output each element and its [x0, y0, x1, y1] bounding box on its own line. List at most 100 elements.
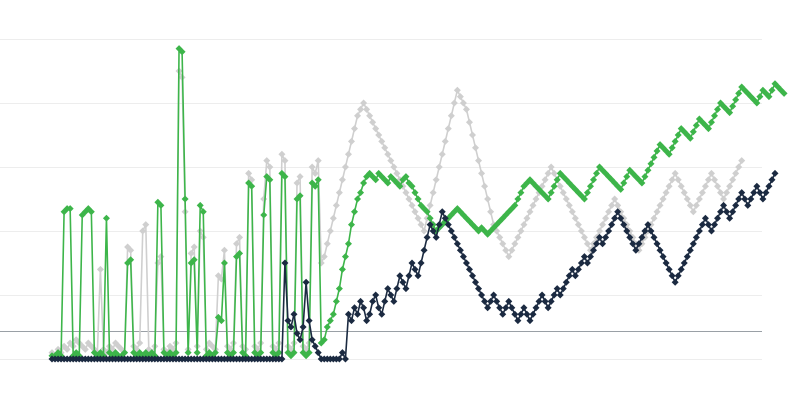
data-point-marker — [402, 173, 410, 181]
data-point-marker — [414, 195, 422, 203]
data-point-marker — [550, 182, 558, 190]
data-point-marker — [502, 246, 510, 254]
data-point-marker — [605, 227, 613, 235]
data-point-marker — [710, 176, 718, 184]
data-point-marker — [366, 310, 374, 318]
data-point-marker — [526, 208, 534, 216]
data-point-marker — [142, 221, 150, 229]
data-point-marker — [686, 246, 694, 254]
data-point-marker — [671, 169, 679, 177]
data-point-marker — [220, 259, 228, 267]
data-point-marker — [717, 208, 725, 216]
data-point-marker — [653, 240, 661, 248]
data-point-marker — [544, 169, 552, 177]
data-point-marker — [293, 179, 301, 187]
data-series-group — [48, 45, 788, 363]
data-point-marker — [695, 227, 703, 235]
data-point-marker — [311, 169, 319, 177]
data-point-marker — [562, 278, 570, 286]
data-point-marker — [659, 195, 667, 203]
data-point-marker — [735, 195, 743, 203]
data-point-marker — [735, 89, 743, 97]
data-point-marker — [608, 221, 616, 229]
data-point-marker — [505, 253, 513, 261]
data-point-marker — [260, 211, 268, 219]
data-point-marker — [732, 96, 740, 104]
data-point-marker — [692, 121, 700, 129]
data-point-marker — [505, 297, 513, 305]
data-point-marker — [320, 253, 328, 261]
data-point-marker — [63, 345, 71, 353]
data-point-marker — [550, 291, 558, 299]
data-point-marker — [753, 182, 761, 190]
data-point-marker — [287, 323, 295, 331]
data-point-marker — [520, 304, 528, 312]
data-point-marker — [393, 169, 401, 177]
data-point-marker — [747, 195, 755, 203]
data-point-marker — [490, 291, 498, 299]
data-point-marker — [181, 195, 189, 203]
data-point-marker — [735, 163, 743, 171]
data-point-marker — [432, 233, 440, 241]
data-point-marker — [402, 189, 410, 197]
data-point-marker — [311, 342, 319, 350]
data-point-marker — [647, 160, 655, 168]
data-point-marker — [245, 169, 253, 177]
data-point-marker — [314, 157, 322, 165]
data-point-marker — [626, 233, 634, 241]
data-point-marker — [677, 182, 685, 190]
data-point-marker — [771, 169, 779, 177]
data-point-marker — [302, 278, 310, 286]
data-point-marker — [550, 169, 558, 177]
data-point-marker — [381, 297, 389, 305]
data-point-marker — [81, 345, 89, 353]
data-point-marker — [305, 317, 313, 325]
data-point-marker — [417, 259, 425, 267]
data-point-marker — [184, 349, 192, 357]
data-point-marker — [571, 272, 579, 280]
data-point-marker — [378, 310, 386, 318]
data-point-marker — [341, 163, 349, 171]
data-point-marker — [496, 304, 504, 312]
data-point-marker — [668, 272, 676, 280]
data-point-marker — [308, 163, 316, 171]
data-point-marker — [729, 176, 737, 184]
data-point-marker — [293, 329, 301, 337]
data-point-marker — [589, 176, 597, 184]
data-point-marker — [726, 182, 734, 190]
data-point-marker — [523, 310, 531, 318]
data-point-marker — [511, 240, 519, 248]
data-point-marker — [574, 265, 582, 273]
data-point-marker — [641, 173, 649, 181]
data-point-marker — [738, 157, 746, 165]
data-point-marker — [357, 297, 365, 305]
data-point-marker — [559, 285, 567, 293]
data-point-marker — [296, 192, 304, 200]
data-point-marker — [384, 179, 392, 187]
data-point-marker — [565, 201, 573, 209]
data-point-marker — [680, 259, 688, 267]
data-point-marker — [396, 182, 404, 190]
data-point-marker — [372, 176, 380, 184]
data-point-marker — [653, 147, 661, 155]
data-point-marker — [596, 227, 604, 235]
data-point-marker — [314, 176, 322, 184]
data-point-marker — [532, 195, 540, 203]
data-point-marker — [441, 214, 449, 222]
data-point-marker — [508, 246, 516, 254]
data-point-marker — [347, 317, 355, 325]
data-point-marker — [347, 221, 355, 229]
data-point-marker — [472, 144, 480, 152]
data-point-marker — [583, 240, 591, 248]
data-point-marker — [726, 214, 734, 222]
data-point-marker — [496, 233, 504, 241]
data-point-marker — [689, 240, 697, 248]
data-point-marker — [759, 195, 767, 203]
data-point-marker — [211, 349, 219, 357]
data-point-marker — [408, 259, 416, 267]
data-point-marker — [390, 297, 398, 305]
data-point-marker — [723, 189, 731, 197]
data-point-marker — [538, 291, 546, 299]
data-point-marker — [354, 310, 362, 318]
data-point-marker — [66, 205, 74, 213]
